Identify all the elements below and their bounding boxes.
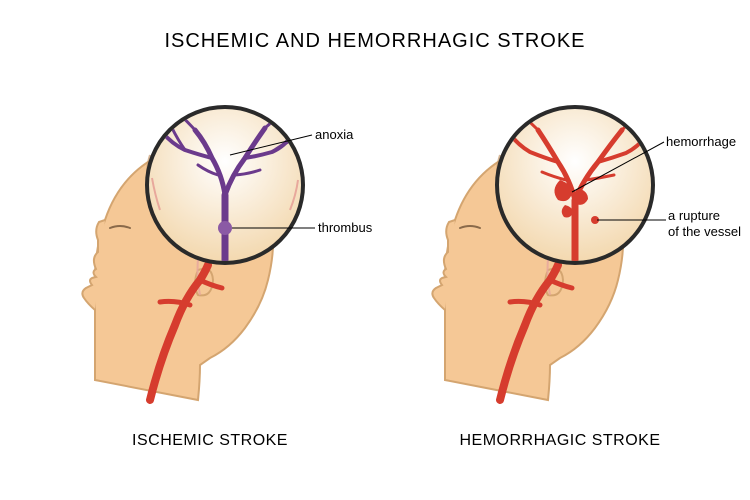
label-hemorrhage: hemorrhage (666, 134, 736, 150)
label-anoxia: anoxia (315, 127, 353, 143)
magnifier-lens (147, 107, 303, 263)
hemorrhagic-panel: hemorrhage a ruptureof the vessel HEMORR… (400, 80, 720, 460)
ischemic-caption: ISCHEMIC STROKE (50, 432, 370, 450)
ischemic-panel: anoxia thrombus ISCHEMIC STROKE (50, 80, 370, 460)
magnifier-lens (497, 107, 653, 263)
hemorrhagic-caption: HEMORRHAGIC STROKE (400, 432, 720, 450)
main-title: ISCHEMIC AND HEMORRHAGIC STROKE (0, 30, 750, 53)
thrombus-dot (218, 221, 232, 235)
label-thrombus: thrombus (318, 220, 372, 236)
label-rupture: a ruptureof the vessel (668, 208, 741, 239)
